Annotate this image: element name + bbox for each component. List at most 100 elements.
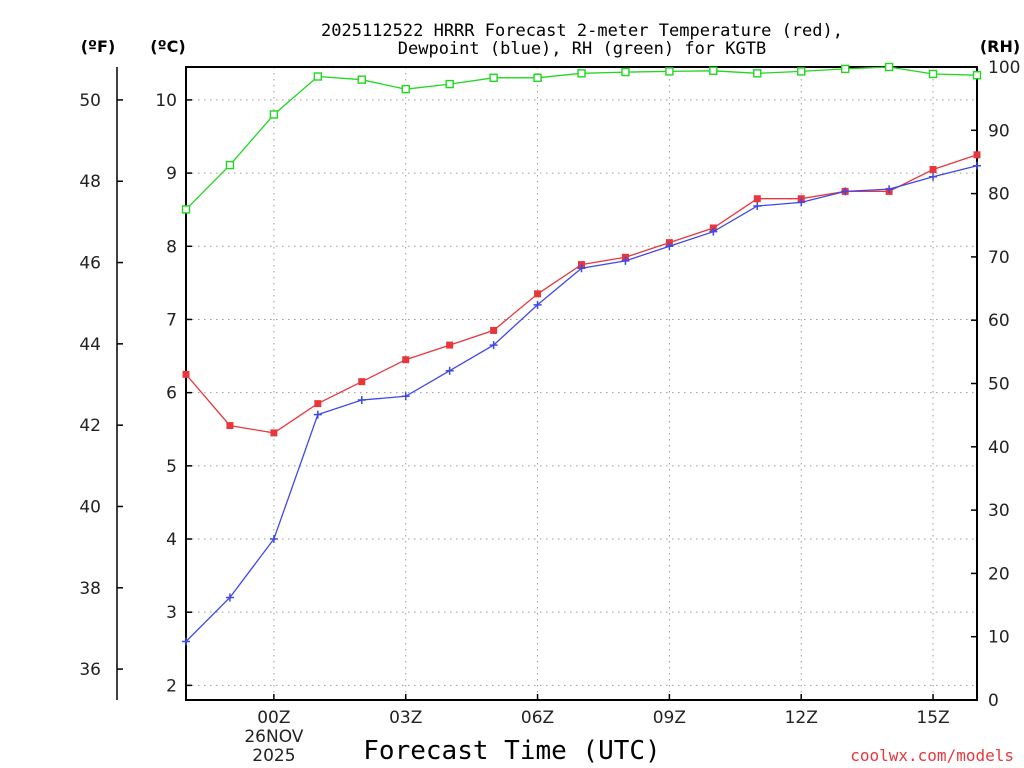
- dewpoint-line: [185, 165, 978, 642]
- celsius-unit-label: (ºC): [150, 37, 185, 56]
- temperature-point: [226, 422, 234, 430]
- rh-point: [621, 67, 630, 77]
- celsius-tick-label: 10: [155, 91, 177, 111]
- x-tick-label: 09Z: [653, 708, 686, 728]
- celsius-tick-label: 9: [166, 164, 177, 184]
- fahrenheit-tick-label: 36: [79, 660, 101, 680]
- dewpoint-point: [445, 366, 454, 375]
- dewpoint-point: [665, 242, 674, 251]
- rh-point: [357, 75, 366, 84]
- rh-point: [928, 69, 938, 79]
- rh-point: [840, 64, 850, 74]
- temperature-point: [973, 151, 981, 159]
- dewpoint-point: [313, 410, 322, 419]
- rh-tick-label: 20: [988, 564, 1010, 584]
- fahrenheit-tick-label: 40: [79, 497, 101, 517]
- temperature-point: [314, 400, 322, 408]
- rh-tick-label: 50: [988, 375, 1010, 395]
- rh-tick-label: 40: [988, 438, 1010, 458]
- rh-point: [313, 72, 323, 81]
- grid-lines: [186, 67, 977, 700]
- celsius-tick-label: 6: [166, 384, 177, 404]
- rh-point: [489, 73, 498, 82]
- rh-line: [185, 66, 978, 210]
- rh-tick-label: 70: [988, 248, 1010, 268]
- rh-tick-label: 90: [988, 121, 1010, 141]
- rh-point: [972, 71, 982, 80]
- rh-tick-label: 10: [988, 628, 1010, 648]
- temperature-point: [929, 165, 937, 173]
- x-tick-label: 06Z: [521, 708, 554, 728]
- rh-tick-label: 100: [988, 58, 1020, 78]
- rh-point: [533, 73, 542, 82]
- dewpoint-point: [225, 593, 234, 602]
- fahrenheit-tick-label: 50: [79, 91, 101, 111]
- plot-frame: [185, 66, 978, 701]
- temperature-point: [490, 326, 498, 334]
- celsius-tick-label: 8: [166, 237, 177, 257]
- celsius-tick-label: 2: [166, 676, 177, 696]
- rh-point: [401, 84, 410, 94]
- temperature-line: [185, 154, 978, 434]
- fahrenheit-tick-label: 38: [79, 579, 101, 599]
- fahrenheit-tick-label: 42: [79, 416, 101, 436]
- x-tick-label: 15Z: [916, 708, 949, 728]
- celsius-tick-label: 4: [166, 530, 177, 550]
- fahrenheit-tick-label: 48: [79, 172, 101, 192]
- rh-tick-label: 80: [988, 185, 1010, 205]
- celsius-tick-label: 3: [166, 603, 177, 623]
- dewpoint-point: [973, 161, 981, 170]
- celsius-tick-label: 5: [166, 457, 177, 477]
- dewpoint-point: [709, 227, 718, 236]
- x-tick-label: 12Z: [785, 708, 818, 728]
- temperature-point: [446, 341, 454, 349]
- credit-text[interactable]: coolwx.com/models: [850, 746, 1014, 765]
- axes: [116, 66, 978, 701]
- fahrenheit-tick-label: 46: [79, 254, 101, 274]
- chart-title-line1: 2025112522 HRRR Forecast 2-meter Tempera…: [321, 21, 843, 41]
- rh-unit-label: (RH): [980, 37, 1020, 56]
- dewpoint-point: [401, 392, 410, 401]
- series-layer: [181, 62, 982, 646]
- dewpoint-point: [489, 341, 498, 350]
- x-date-label: 26NOV: [244, 727, 303, 747]
- dewpoint-point: [885, 185, 894, 194]
- temperature-point: [402, 356, 410, 364]
- x-tick-label: 03Z: [389, 708, 422, 728]
- x-axis-title: Forecast Time (UTC): [363, 736, 660, 766]
- rh-tick-label: 30: [988, 501, 1010, 521]
- tick-marks: 2 3 4 5 6 7 8 9 10 36 38 40 42 44 46 48 50 0 10 20 30 40 50 60 7…: [79, 58, 1020, 766]
- dewpoint-point: [929, 172, 938, 181]
- fahrenheit-tick-label: 44: [79, 335, 101, 355]
- dewpoint-point: [269, 535, 278, 544]
- rh-point: [225, 160, 235, 170]
- dewpoint-point: [621, 256, 630, 265]
- fahrenheit-unit-label: (ºF): [81, 37, 116, 56]
- dewpoint-point: [797, 198, 806, 207]
- rh-point: [884, 62, 894, 72]
- x-year-label: 2025: [252, 746, 295, 766]
- temperature-point: [753, 195, 761, 203]
- dewpoint-point: [182, 637, 190, 646]
- rh-point: [709, 66, 718, 75]
- dewpoint-point: [841, 187, 850, 196]
- temperature-point: [270, 429, 278, 437]
- dewpoint-point: [753, 202, 762, 211]
- dewpoint-point: [533, 300, 542, 309]
- dewpoint-point: [357, 395, 366, 404]
- temperature-point: [534, 290, 542, 298]
- x-tick-label: 00Z: [257, 708, 290, 728]
- rh-point: [181, 205, 191, 214]
- rh-point: [753, 69, 762, 78]
- temperature-point: [358, 378, 366, 386]
- dewpoint-point: [577, 264, 586, 273]
- chart-title-line2: Dewpoint (blue), RH (green) for KGTB: [398, 39, 766, 59]
- celsius-tick-label: 7: [166, 310, 177, 330]
- rh-tick-label: 0: [988, 691, 999, 711]
- rh-tick-label: 60: [988, 311, 1010, 331]
- temperature-point: [182, 370, 190, 378]
- rh-point: [665, 67, 674, 76]
- rh-point: [577, 69, 586, 78]
- rh-point: [269, 110, 279, 119]
